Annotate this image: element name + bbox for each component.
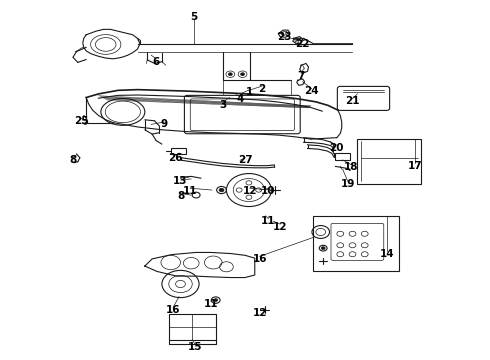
Text: 20: 20 bbox=[330, 143, 344, 153]
Text: 3: 3 bbox=[220, 100, 227, 110]
Text: 13: 13 bbox=[173, 176, 188, 186]
Text: 14: 14 bbox=[379, 248, 394, 258]
Text: 2: 2 bbox=[259, 84, 266, 94]
Text: 26: 26 bbox=[169, 153, 183, 163]
Text: 9: 9 bbox=[161, 120, 168, 129]
Text: 27: 27 bbox=[238, 155, 252, 165]
Circle shape bbox=[214, 299, 218, 302]
Text: 25: 25 bbox=[74, 116, 89, 126]
Bar bbox=[171, 148, 186, 154]
Text: 1: 1 bbox=[246, 87, 253, 97]
Text: 19: 19 bbox=[341, 179, 355, 189]
Circle shape bbox=[321, 247, 325, 249]
Bar bbox=[335, 153, 350, 160]
Text: 22: 22 bbox=[295, 39, 310, 49]
Circle shape bbox=[219, 188, 224, 192]
Text: 6: 6 bbox=[152, 57, 160, 67]
Text: 5: 5 bbox=[190, 12, 197, 22]
Text: 8: 8 bbox=[70, 155, 76, 165]
Text: 24: 24 bbox=[304, 86, 319, 96]
FancyBboxPatch shape bbox=[337, 86, 390, 111]
Text: 18: 18 bbox=[344, 162, 359, 172]
Text: 11: 11 bbox=[261, 216, 276, 226]
Circle shape bbox=[228, 73, 232, 76]
Text: 8: 8 bbox=[178, 191, 185, 201]
Text: 12: 12 bbox=[243, 186, 257, 196]
Text: 17: 17 bbox=[408, 161, 422, 171]
FancyBboxPatch shape bbox=[184, 95, 300, 134]
Text: 12: 12 bbox=[273, 222, 288, 231]
Text: 11: 11 bbox=[203, 299, 218, 309]
Circle shape bbox=[241, 73, 245, 76]
Text: 10: 10 bbox=[261, 186, 276, 196]
Bar bbox=[357, 139, 421, 184]
Text: 23: 23 bbox=[277, 32, 292, 42]
Text: 21: 21 bbox=[345, 96, 360, 106]
Text: 12: 12 bbox=[252, 308, 267, 318]
Text: 4: 4 bbox=[237, 94, 244, 104]
Bar bbox=[314, 216, 399, 271]
Text: 11: 11 bbox=[183, 186, 197, 196]
Bar bbox=[169, 315, 216, 339]
Text: 7: 7 bbox=[297, 71, 305, 81]
Text: 16: 16 bbox=[166, 305, 180, 315]
Text: 16: 16 bbox=[252, 254, 267, 264]
Text: 15: 15 bbox=[188, 342, 202, 352]
